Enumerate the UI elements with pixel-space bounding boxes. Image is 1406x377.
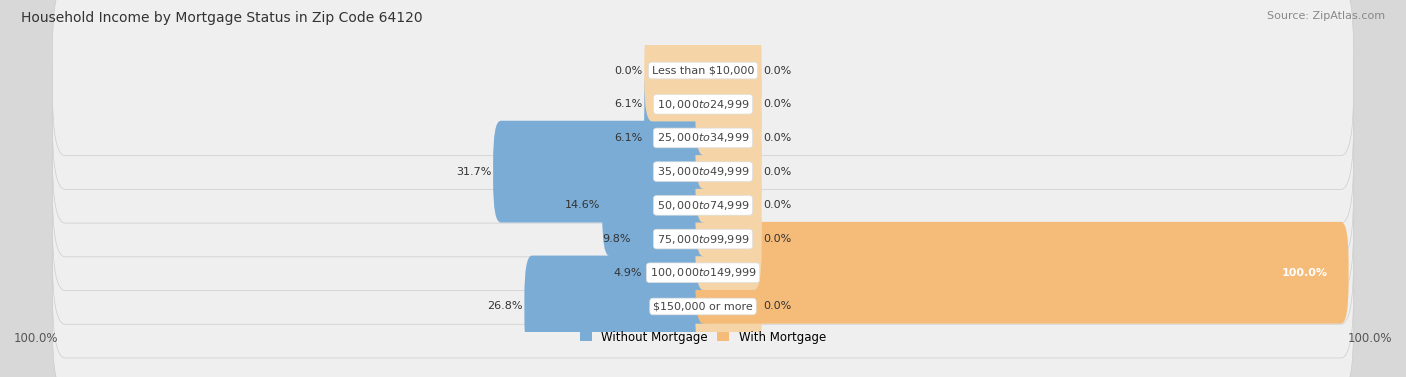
Text: $150,000 or more: $150,000 or more — [654, 302, 752, 311]
Text: 14.6%: 14.6% — [565, 200, 600, 210]
FancyBboxPatch shape — [633, 188, 710, 290]
FancyBboxPatch shape — [52, 120, 1354, 291]
FancyBboxPatch shape — [644, 53, 710, 155]
FancyBboxPatch shape — [696, 256, 762, 357]
FancyBboxPatch shape — [696, 53, 762, 155]
FancyBboxPatch shape — [644, 222, 710, 324]
Text: 31.7%: 31.7% — [456, 167, 491, 177]
FancyBboxPatch shape — [52, 221, 1354, 377]
FancyBboxPatch shape — [52, 86, 1354, 257]
FancyBboxPatch shape — [696, 20, 762, 121]
Text: 26.8%: 26.8% — [486, 302, 523, 311]
Text: 0.0%: 0.0% — [763, 200, 792, 210]
FancyBboxPatch shape — [52, 188, 1354, 358]
Legend: Without Mortgage, With Mortgage: Without Mortgage, With Mortgage — [575, 326, 831, 349]
Text: Source: ZipAtlas.com: Source: ZipAtlas.com — [1267, 11, 1385, 21]
FancyBboxPatch shape — [602, 155, 710, 256]
Text: 0.0%: 0.0% — [763, 302, 792, 311]
FancyBboxPatch shape — [52, 154, 1354, 324]
Text: $50,000 to $74,999: $50,000 to $74,999 — [657, 199, 749, 212]
Text: Household Income by Mortgage Status in Zip Code 64120: Household Income by Mortgage Status in Z… — [21, 11, 423, 25]
FancyBboxPatch shape — [52, 53, 1354, 223]
FancyBboxPatch shape — [696, 121, 762, 222]
Text: 0.0%: 0.0% — [763, 167, 792, 177]
Text: 100.0%: 100.0% — [1347, 332, 1392, 345]
FancyBboxPatch shape — [52, 0, 1354, 156]
Text: 4.9%: 4.9% — [614, 268, 643, 278]
Text: 0.0%: 0.0% — [763, 99, 792, 109]
Text: $35,000 to $49,999: $35,000 to $49,999 — [657, 165, 749, 178]
Text: 6.1%: 6.1% — [614, 99, 643, 109]
FancyBboxPatch shape — [524, 256, 710, 357]
FancyBboxPatch shape — [644, 87, 710, 189]
FancyBboxPatch shape — [696, 87, 762, 189]
FancyBboxPatch shape — [696, 222, 1348, 324]
Text: $75,000 to $99,999: $75,000 to $99,999 — [657, 233, 749, 245]
Text: 6.1%: 6.1% — [614, 133, 643, 143]
FancyBboxPatch shape — [696, 155, 762, 256]
Text: 100.0%: 100.0% — [14, 332, 59, 345]
Text: $25,000 to $34,999: $25,000 to $34,999 — [657, 132, 749, 144]
Text: Less than $10,000: Less than $10,000 — [652, 66, 754, 75]
Text: $10,000 to $24,999: $10,000 to $24,999 — [657, 98, 749, 111]
Text: 9.8%: 9.8% — [602, 234, 631, 244]
Text: 100.0%: 100.0% — [1282, 268, 1329, 278]
FancyBboxPatch shape — [52, 19, 1354, 189]
Text: 0.0%: 0.0% — [614, 66, 643, 75]
Text: 0.0%: 0.0% — [763, 133, 792, 143]
FancyBboxPatch shape — [696, 188, 762, 290]
Text: $100,000 to $149,999: $100,000 to $149,999 — [650, 266, 756, 279]
Text: 0.0%: 0.0% — [763, 66, 792, 75]
Text: 0.0%: 0.0% — [763, 234, 792, 244]
FancyBboxPatch shape — [494, 121, 710, 222]
FancyBboxPatch shape — [644, 20, 710, 121]
